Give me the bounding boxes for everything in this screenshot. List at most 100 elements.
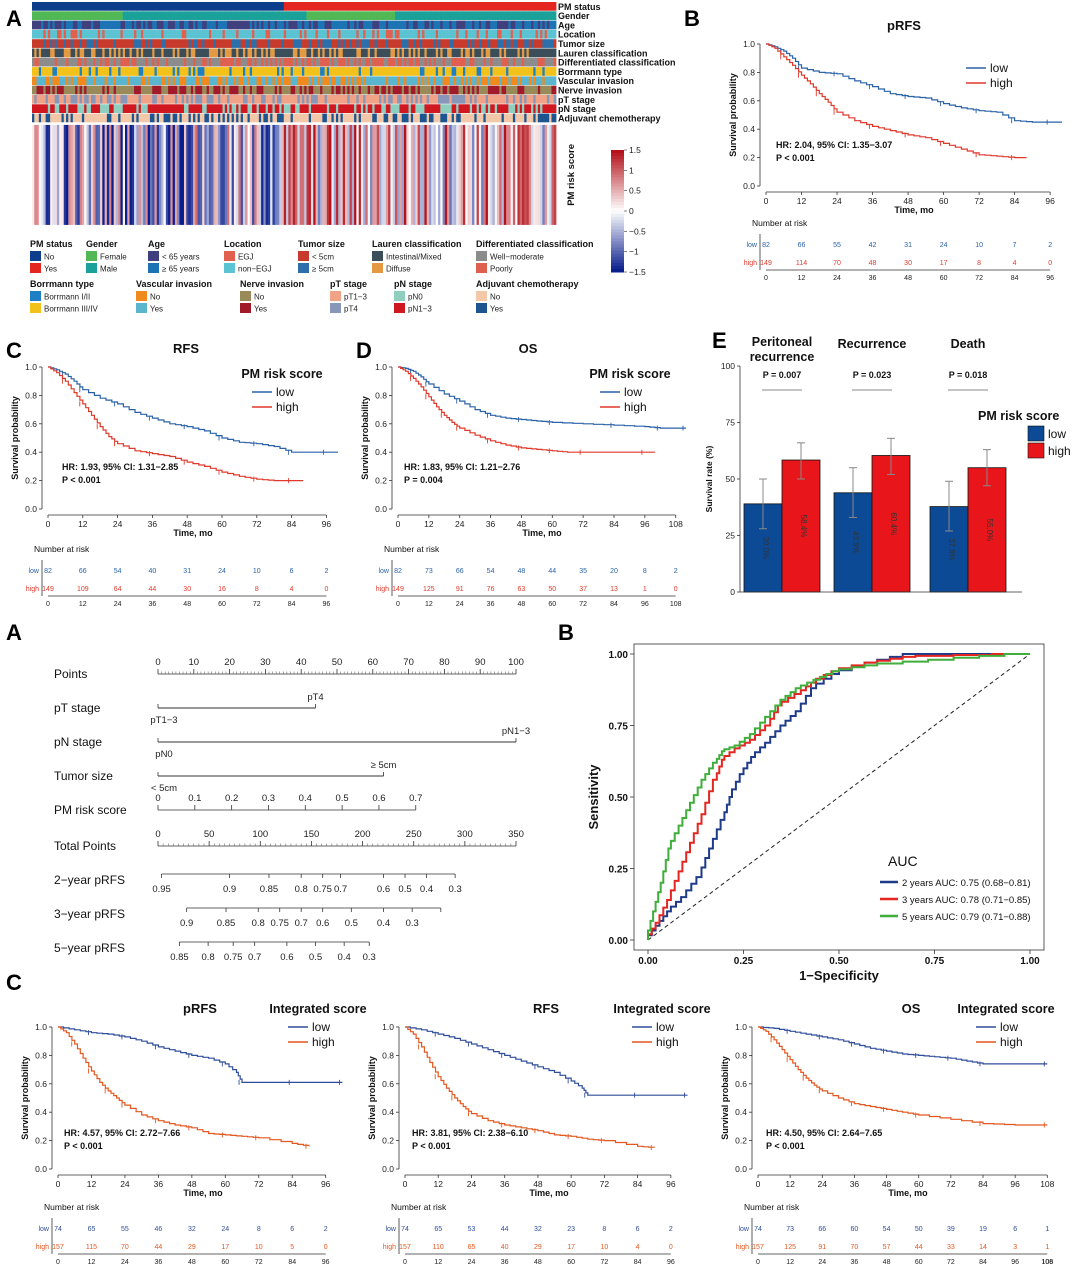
track-cell — [542, 29, 546, 39]
track-cell — [485, 57, 489, 67]
heat-cell — [444, 124, 448, 225]
track-cell — [181, 76, 185, 86]
track-cell — [267, 85, 271, 95]
track-cell — [492, 76, 496, 86]
track-cell — [447, 57, 450, 67]
track-cell — [77, 29, 81, 39]
track-cell — [43, 95, 47, 104]
track-cell — [247, 104, 251, 113]
track-cell — [281, 113, 285, 123]
track-cell — [367, 76, 371, 86]
track-cell — [404, 85, 407, 95]
track-cell — [215, 113, 219, 123]
track-cell — [385, 48, 389, 58]
track-cell — [340, 85, 344, 95]
track-cell — [283, 20, 287, 30]
track-cell — [106, 2, 110, 11]
track-cell — [127, 11, 130, 20]
track-cell — [553, 48, 557, 58]
track-cell — [517, 95, 521, 104]
track-cell — [240, 85, 244, 95]
heat-cell — [447, 124, 450, 225]
track-cell — [542, 104, 546, 113]
track-cell — [526, 113, 530, 123]
track-cell — [68, 11, 71, 20]
track-cell — [442, 2, 446, 11]
track-cell — [113, 113, 117, 123]
track-cell — [295, 67, 298, 76]
nomo-tick-label: 0.85 — [217, 918, 236, 929]
nomo-row-label: pN stage — [54, 735, 102, 749]
track-cell — [540, 2, 543, 11]
track-cell — [326, 2, 330, 11]
track-cell — [494, 113, 498, 123]
track-cell — [519, 57, 523, 67]
track-cell — [66, 2, 69, 11]
track-cell — [38, 39, 42, 48]
track-cell — [254, 67, 257, 76]
risk-x-tick-label: 48 — [183, 601, 191, 608]
track-cell — [422, 48, 425, 58]
track-cell — [159, 67, 162, 76]
km-x-tick-label: 48 — [882, 1179, 892, 1189]
track-cell — [483, 39, 487, 48]
track-cell — [333, 39, 337, 48]
track-cell — [338, 85, 341, 95]
track-cell — [537, 39, 541, 48]
track-cell — [86, 76, 90, 86]
track-cell — [354, 20, 357, 30]
risk-value-high: 44 — [154, 1244, 162, 1251]
track-cell — [256, 20, 260, 30]
risk-value-high: 29 — [188, 1244, 196, 1251]
track-cell — [331, 67, 335, 76]
roc-x-tick-label: 0.50 — [829, 956, 849, 967]
bar-y-tick-label: 100 — [721, 361, 735, 371]
track-cell — [508, 104, 512, 113]
track-cell — [102, 11, 105, 20]
track-cell — [131, 39, 135, 48]
track-cell — [138, 76, 142, 86]
track-cell — [426, 39, 430, 48]
track-cell — [66, 76, 69, 86]
track-cell — [546, 48, 550, 58]
track-cell — [415, 76, 419, 86]
track-cell — [517, 11, 521, 20]
track-cell — [172, 11, 176, 20]
track-cell — [145, 29, 149, 39]
track-cell — [270, 76, 273, 86]
track-cell — [401, 11, 405, 20]
track-cell — [544, 113, 548, 123]
track-cell — [61, 113, 65, 123]
track-cell — [118, 76, 121, 86]
track-cell — [544, 85, 548, 95]
track-cell — [86, 29, 90, 39]
track-cell — [438, 76, 441, 86]
track-cell — [170, 2, 174, 11]
track-cell — [163, 29, 167, 39]
bar-y-tick-label: 75 — [726, 418, 736, 428]
legend-label: pT1−3 — [344, 293, 367, 302]
track-cell — [524, 57, 527, 67]
track-cell — [131, 20, 135, 30]
heat-cell — [433, 124, 437, 225]
track-cell — [494, 20, 498, 30]
track-cell — [204, 113, 208, 123]
track-cell — [501, 85, 505, 95]
nomo-tick-label: 300 — [457, 829, 473, 840]
track-cell — [186, 95, 189, 104]
risk-value-high: 125 — [784, 1244, 796, 1251]
track-cell — [188, 48, 192, 58]
track-cell — [345, 67, 348, 76]
track-cell — [388, 39, 391, 48]
track-cell — [326, 11, 330, 20]
track-cell — [134, 20, 137, 30]
track-cell — [181, 39, 185, 48]
track-cell — [306, 29, 310, 39]
track-cell — [254, 85, 257, 95]
track-cell — [499, 2, 502, 11]
heat-cell — [177, 124, 180, 225]
track-cell — [388, 20, 391, 30]
risk-value-high: 30 — [904, 260, 912, 267]
track-cell — [163, 20, 167, 30]
track-cell — [347, 57, 350, 67]
